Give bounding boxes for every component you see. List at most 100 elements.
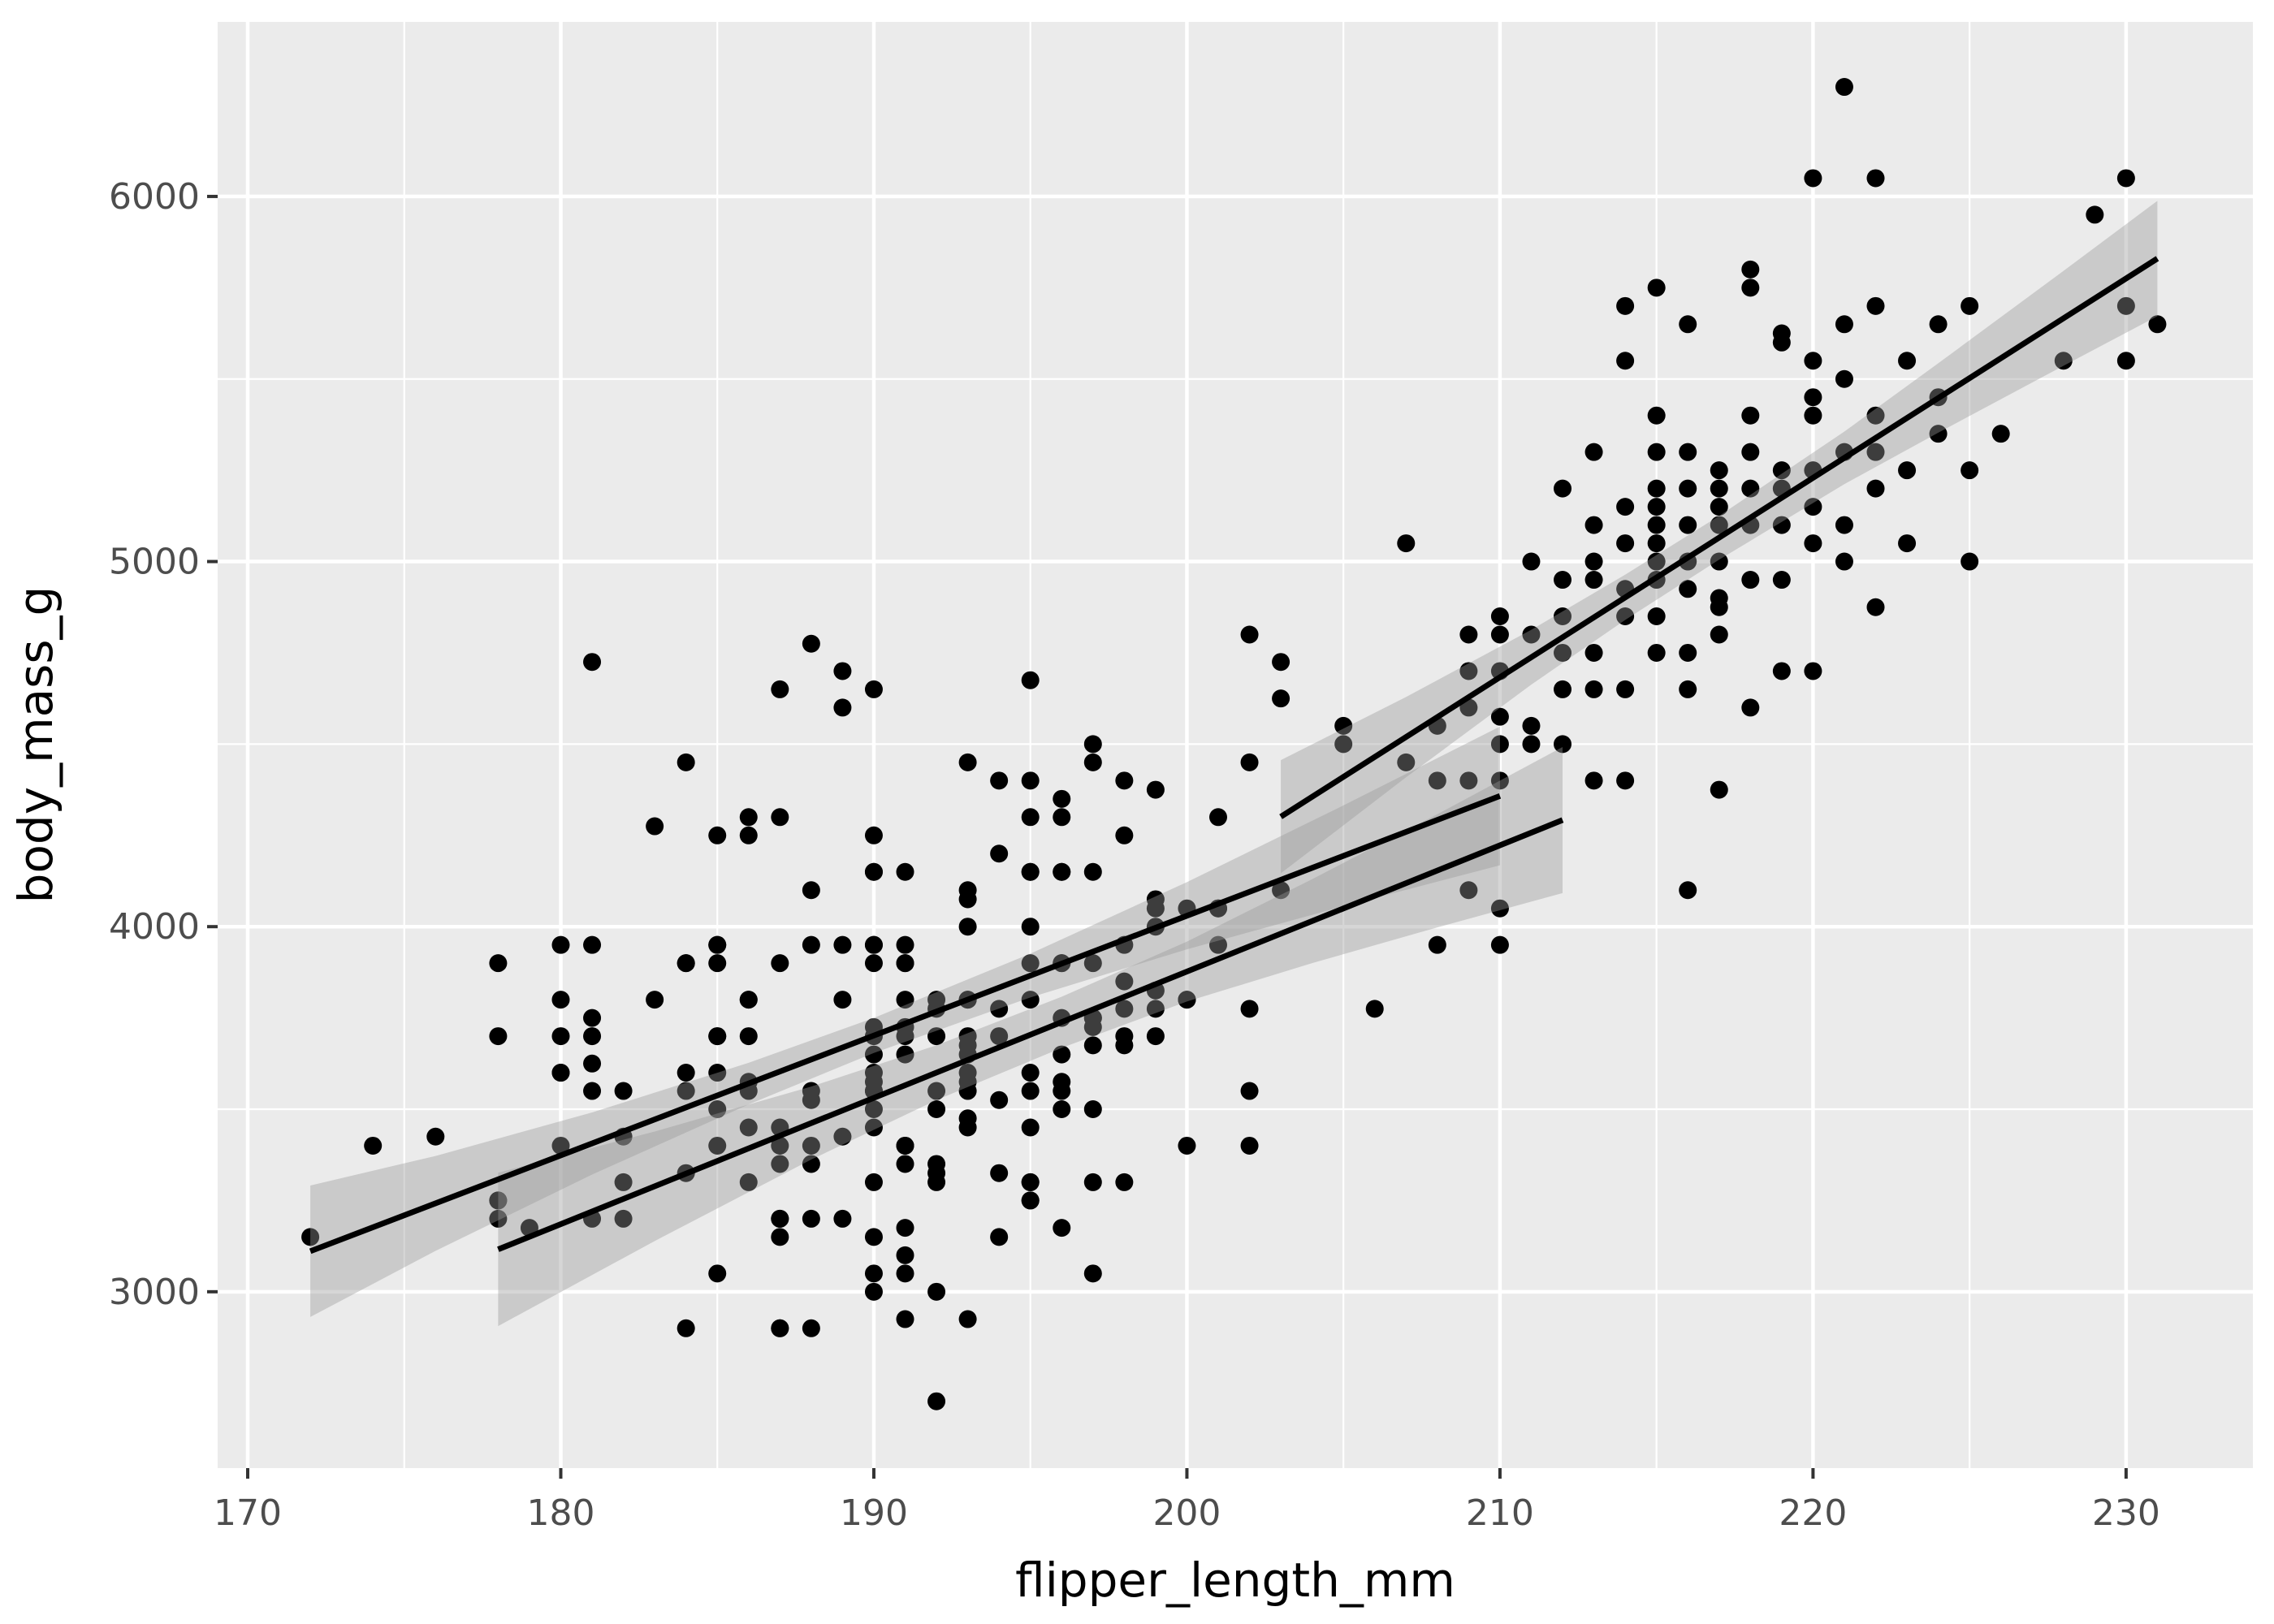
data-point (927, 1392, 946, 1410)
data-point (1647, 498, 1666, 516)
data-point (1710, 589, 1728, 607)
data-point (1584, 571, 1603, 590)
data-point (551, 991, 570, 1009)
data-point (864, 826, 883, 844)
data-point (1679, 315, 1697, 334)
data-point (771, 1228, 789, 1246)
data-point (1929, 315, 1948, 334)
data-point (1647, 406, 1666, 425)
data-point (1208, 935, 1227, 954)
data-point (833, 1209, 852, 1228)
data-point (1804, 662, 1822, 680)
data-point (1021, 954, 1040, 973)
data-point (1053, 1045, 1071, 1064)
data-point (1021, 771, 1040, 790)
data-point (802, 1319, 820, 1337)
data-point (1866, 406, 1885, 425)
data-point (739, 1118, 758, 1137)
data-point (896, 1045, 914, 1064)
data-point (551, 1064, 570, 1082)
data-point (1178, 1136, 1196, 1155)
data-point (677, 954, 695, 973)
y-tick-label: 6000 (109, 176, 200, 218)
data-point (708, 826, 727, 844)
data-point (771, 1319, 789, 1337)
data-point (1616, 607, 1635, 626)
data-point (1554, 571, 1572, 590)
data-point (927, 1282, 946, 1301)
data-point (864, 1173, 883, 1191)
data-point (1490, 625, 1509, 644)
data-point (1021, 918, 1040, 936)
data-point (864, 1073, 883, 1091)
data-point (426, 1127, 445, 1146)
data-point (1647, 479, 1666, 498)
data-point (708, 954, 727, 973)
data-point (1616, 498, 1635, 516)
data-point (739, 808, 758, 827)
data-point (1866, 169, 1885, 188)
data-point (958, 1036, 977, 1055)
data-point (864, 862, 883, 881)
data-point (1772, 662, 1791, 680)
data-point (1428, 935, 1446, 954)
data-point (1554, 607, 1572, 626)
data-point (771, 1136, 789, 1155)
data-point (1679, 881, 1697, 900)
data-point (677, 753, 695, 771)
data-point (833, 935, 852, 954)
data-point (1898, 461, 1917, 480)
data-point (646, 817, 664, 836)
data-point (1021, 808, 1040, 827)
y-tick-label: 4000 (109, 906, 200, 948)
data-point (1991, 425, 2010, 443)
data-point (927, 1155, 946, 1173)
x-tick-label: 180 (526, 1492, 594, 1534)
data-point (1021, 1191, 1040, 1210)
data-point (927, 1027, 946, 1046)
data-point (864, 1100, 883, 1119)
data-point (1647, 534, 1666, 553)
data-point (896, 1264, 914, 1283)
data-point (1208, 808, 1227, 827)
data-point (1741, 479, 1760, 498)
data-point (864, 680, 883, 698)
data-point (1178, 991, 1196, 1009)
data-point (1710, 516, 1728, 534)
data-point (739, 826, 758, 844)
data-point (1146, 890, 1165, 909)
data-point (489, 1027, 508, 1046)
data-point (1866, 598, 1885, 616)
data-point (2086, 205, 2104, 224)
data-point (864, 1045, 883, 1064)
data-point (771, 808, 789, 827)
data-point (864, 1264, 883, 1283)
data-point (2116, 169, 2135, 188)
data-point (1115, 1000, 1134, 1018)
data-point (1898, 352, 1917, 370)
x-tick-label: 230 (2092, 1492, 2160, 1534)
data-point (1835, 516, 1853, 534)
data-point (1679, 443, 1697, 461)
data-point (1334, 735, 1353, 754)
data-point (1616, 680, 1635, 698)
data-point (1397, 534, 1416, 553)
data-point (1835, 369, 1853, 388)
data-point (364, 1136, 383, 1155)
data-point (958, 1073, 977, 1091)
data-point (1679, 580, 1697, 598)
data-point (1554, 735, 1572, 754)
data-point (1240, 1000, 1259, 1018)
data-point (1459, 662, 1478, 680)
x-tick-label: 220 (1779, 1492, 1847, 1534)
data-point (1021, 1082, 1040, 1100)
data-point (1522, 716, 1541, 735)
data-point (1961, 296, 1979, 315)
data-point (2054, 352, 2073, 370)
data-point (677, 1064, 695, 1082)
data-point (1490, 735, 1509, 754)
data-point (551, 935, 570, 954)
data-point (1835, 315, 1853, 334)
data-point (1772, 461, 1791, 480)
data-point (1679, 516, 1697, 534)
